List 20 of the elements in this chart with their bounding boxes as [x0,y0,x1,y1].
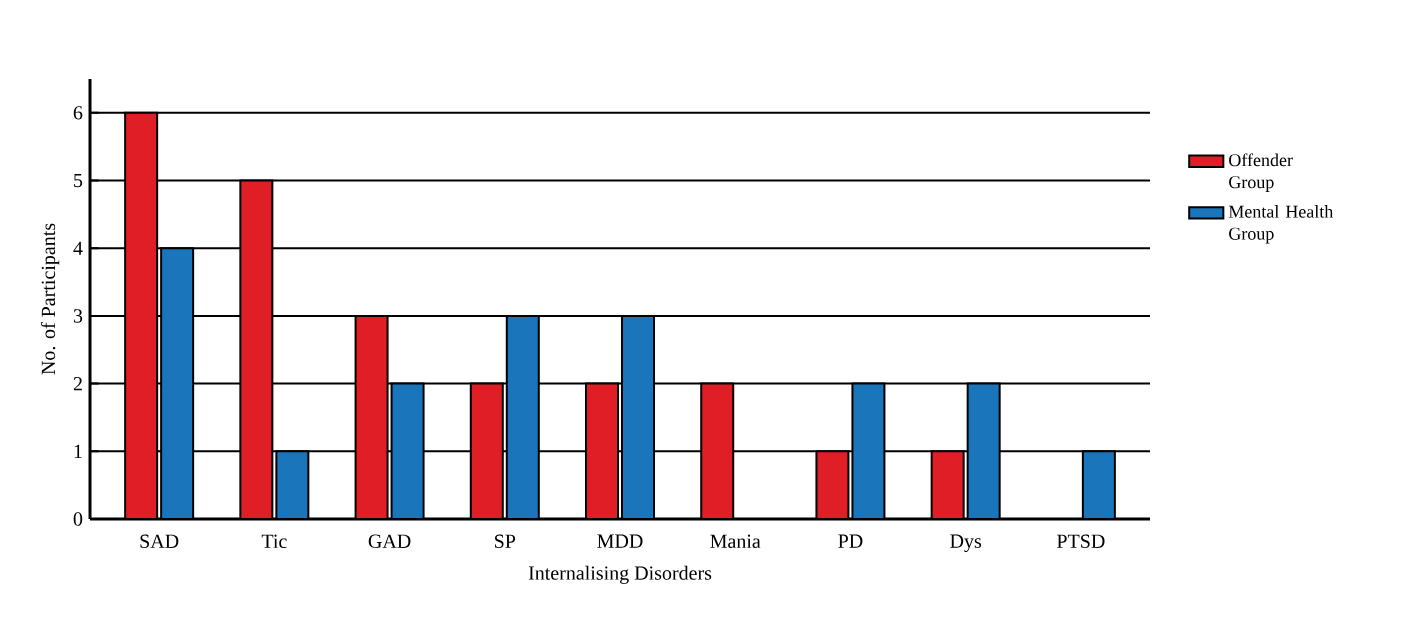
y-tick-label: 1 [74,444,82,458]
x-tick-label: GAD [368,534,411,549]
y-tick-label: 5 [74,173,83,188]
y-tick-label: 2 [73,377,82,391]
y-tick-label: 0 [73,512,83,526]
x-axis-title: Internalising Disorders [528,565,712,584]
legend-label: Mental Health Group [1228,205,1334,244]
y-tick-label: 6 [73,106,83,120]
x-tick-label: Dys [950,534,982,553]
x-tick-label: PTSD [1056,534,1105,549]
x-tick-label: PD [838,534,863,548]
x-tick-label: SP [495,534,516,549]
legend-label: Offender Group [1229,153,1293,192]
y-axis-title: No. of Participants [40,223,60,375]
x-tick-label: Tic [261,534,287,549]
x-tick-label: SAD [140,534,179,549]
y-tick-label: 3 [73,309,83,323]
x-tick-label: Mania [710,534,761,549]
y-tick-label: 4 [73,241,83,255]
x-tick-label: MDD [597,534,643,548]
